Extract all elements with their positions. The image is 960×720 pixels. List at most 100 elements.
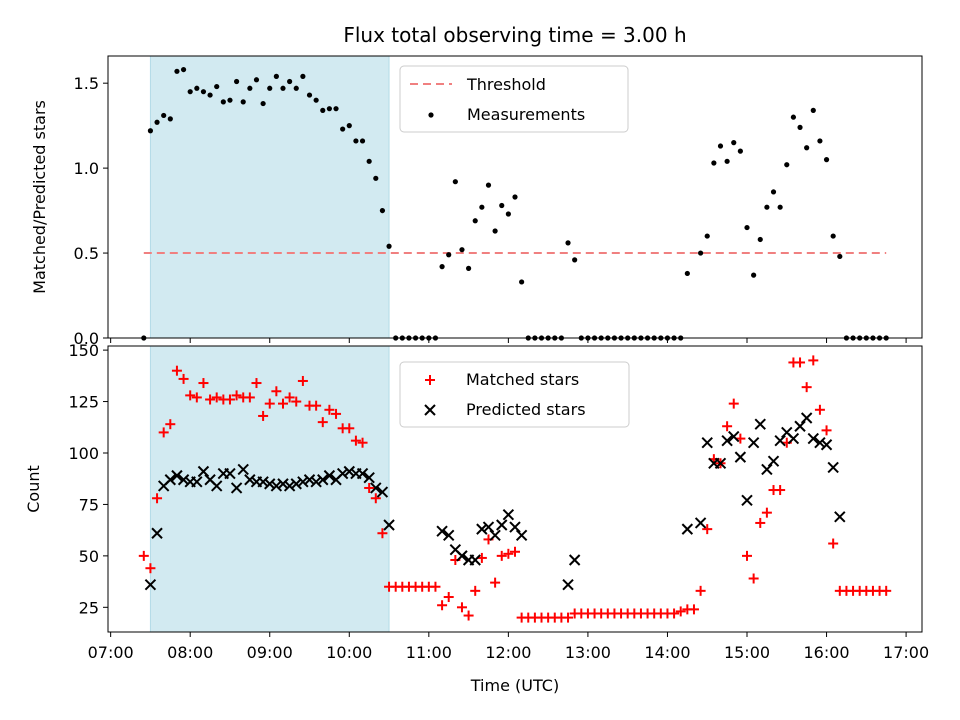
predicted-star-point [436, 525, 448, 537]
matched-star-point [430, 581, 441, 592]
matched-star-point [185, 390, 196, 401]
predicted-star-point [721, 434, 733, 447]
matched-star-point [158, 427, 169, 438]
top-y-axis-label: Matched/Predicted stars [30, 100, 49, 294]
legend-matched-label: Matched stars [466, 370, 579, 389]
predicted-star-point [257, 476, 269, 488]
measurement-point [180, 66, 187, 73]
chart-title: Flux total observing time = 3.00 h [343, 23, 686, 47]
matched-star-point [795, 357, 806, 368]
measurement-point [797, 124, 803, 130]
legend-threshold-label: Threshold [466, 75, 546, 94]
matched-star-point [808, 355, 819, 366]
bottom-y-tick-label: 150 [68, 341, 99, 360]
top-y-tick-label: 1.0 [74, 159, 99, 178]
bottom-legend-box [399, 361, 630, 428]
measurement-point [472, 218, 478, 224]
matched-star-point [191, 392, 202, 403]
measurement-point [485, 182, 492, 188]
matched-star-point [470, 585, 481, 596]
predicted-star-point [827, 461, 839, 474]
measurement-point [174, 68, 180, 74]
measurement-point [287, 78, 293, 85]
measurement-point [154, 119, 160, 125]
predicted-star-point [774, 434, 786, 447]
bottom-y-ticks: 25 50 75 100 125 150 [68, 341, 108, 617]
predicted-star-point [794, 420, 806, 432]
top-x-ticks [110, 338, 907, 343]
top-legend-box [399, 65, 629, 133]
measurement-point [519, 279, 525, 285]
bottom-y-tick-label: 125 [68, 393, 99, 412]
matched-star-point [258, 410, 269, 421]
predicted-star-point [144, 578, 157, 591]
measurement-point [340, 126, 346, 132]
predicted-star-point [177, 474, 190, 486]
predicted-star-point [761, 463, 773, 476]
measurement-point [147, 128, 154, 134]
measurement-point [572, 257, 578, 263]
measurement-point [386, 243, 392, 249]
matched-star-point [377, 528, 388, 539]
predicted-star-point [456, 550, 468, 562]
predicted-star-point [476, 523, 488, 535]
measurement-point [770, 189, 777, 195]
predicted-star-point [197, 465, 210, 478]
top-legend: Threshold Measurements [399, 65, 629, 133]
predicted-star-point [496, 519, 508, 531]
matched-star-point [510, 546, 520, 557]
predicted-star-point [290, 478, 302, 490]
matched-star-point [490, 577, 501, 588]
bottom-x-ticks: 07:00 08:00 09:00 10:00 11:00 12:00 13:00 14:00… [88, 632, 929, 662]
bottom-x-tick-label: 14:00 [644, 643, 690, 662]
matched-star-point [364, 482, 375, 493]
measurement-point [346, 123, 352, 129]
predicted-star-point [376, 486, 389, 498]
measurement-point [837, 253, 843, 260]
bottom-axes-frame [107, 345, 923, 633]
matched-star-point [317, 417, 328, 428]
matched-star-point [688, 604, 699, 615]
matched-star-point [722, 421, 733, 432]
matched-star-point [463, 610, 474, 621]
bottom-x-tick-label: 13:00 [565, 643, 611, 662]
measurement-point [492, 228, 498, 234]
bottom-y-axis-label: Count [24, 465, 43, 513]
matched-star-point [742, 550, 753, 561]
measurement-point [333, 106, 339, 112]
matched-star-point [761, 507, 772, 518]
measurement-point [240, 99, 246, 105]
matched-star-point [350, 435, 361, 446]
matched-star-point [503, 548, 514, 559]
measurement-point [214, 83, 220, 90]
predicted-star-point [787, 432, 800, 445]
matched-star-point [311, 400, 322, 411]
matched-star-point [775, 485, 786, 496]
predicted-star-point [323, 469, 336, 482]
measurement-point [247, 85, 253, 91]
legend-matched-swatch [425, 375, 435, 385]
matched-star-point [563, 612, 574, 623]
predicted-star-point [509, 521, 521, 533]
matched-star-point [152, 493, 163, 504]
predicted-star-point [363, 471, 375, 484]
bottom-y-tick-label: 100 [68, 444, 99, 463]
predicted-star-point [443, 529, 455, 542]
predicted-star-point [310, 476, 322, 488]
measurement-point [373, 175, 379, 181]
matched-star-point [443, 592, 454, 603]
matched-star-point [277, 398, 288, 409]
matched-star-point [821, 425, 832, 436]
predicted-star-point [270, 480, 283, 492]
predicted-star-point [515, 529, 528, 542]
legend-measurements-swatch [428, 112, 434, 118]
matched-star-point [437, 600, 448, 611]
measurement-point [459, 247, 465, 253]
measurement-point [810, 107, 816, 113]
matched-star-point [251, 378, 262, 389]
predicted-star-point [754, 418, 766, 430]
predicted-star-point [701, 436, 713, 449]
matched-star-point [264, 398, 275, 409]
legend-predicted-label: Predicted stars [466, 400, 586, 419]
measurement-point [306, 92, 313, 98]
